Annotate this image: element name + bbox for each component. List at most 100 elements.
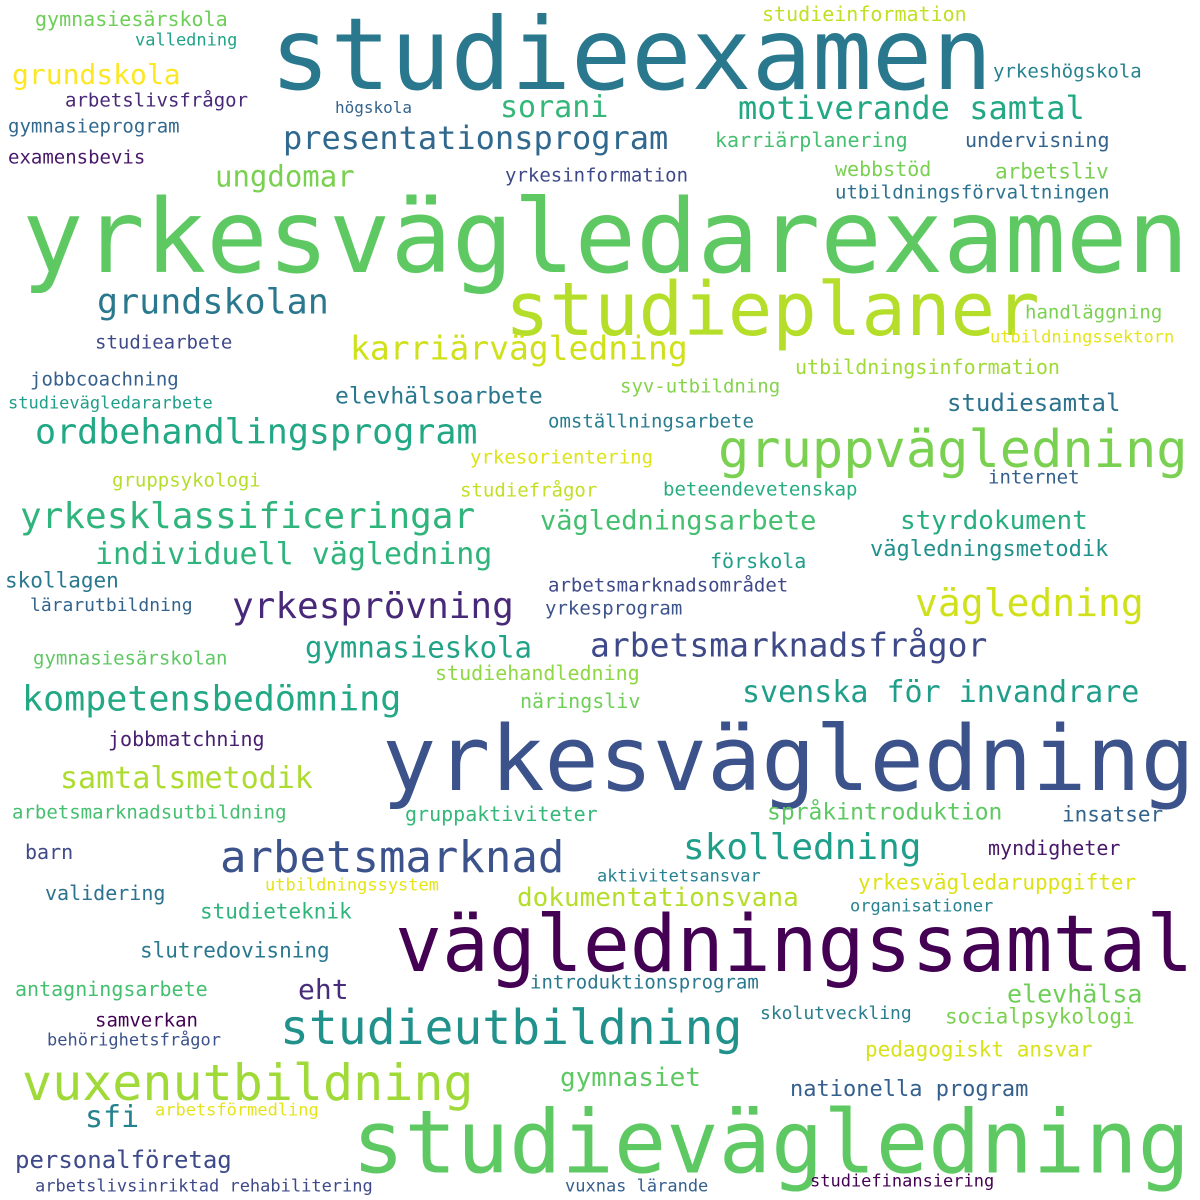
word: arbetsmarknadsutbildning bbox=[12, 801, 287, 824]
word: studieteknik bbox=[200, 899, 352, 924]
word: elevhälsoarbete bbox=[335, 383, 543, 410]
word: slutredovisning bbox=[140, 938, 330, 963]
word: examensbevis bbox=[8, 146, 146, 169]
word: arbetsmarknadsfrågor bbox=[590, 625, 988, 665]
word: yrkeshögskola bbox=[993, 60, 1142, 83]
word: dokumentationsvana bbox=[517, 883, 799, 913]
word: studiefinansiering bbox=[810, 1171, 995, 1192]
word: studiesamtal bbox=[947, 389, 1121, 417]
word: myndigheter bbox=[988, 836, 1121, 860]
word: förskola bbox=[710, 549, 807, 573]
word: studievägledning bbox=[352, 1091, 1191, 1194]
word: studiehandledning bbox=[435, 661, 640, 685]
word: valledning bbox=[135, 30, 238, 51]
word: arbetslivsinriktad rehabilitering bbox=[35, 1176, 373, 1197]
word: skolledning bbox=[683, 827, 922, 868]
word: yrkesprogram bbox=[545, 597, 683, 620]
word: elevhälsa bbox=[1007, 979, 1143, 1009]
word: handläggning bbox=[1025, 301, 1163, 324]
word: vuxenutbildning bbox=[22, 1054, 474, 1112]
word: vägledningsmetodik bbox=[870, 537, 1109, 562]
word: syv-utbildning bbox=[620, 375, 781, 398]
word: sorani bbox=[500, 90, 609, 125]
word: omställningsarbete bbox=[548, 410, 754, 433]
word: vägledningsarbete bbox=[540, 505, 817, 537]
word: studieexamen bbox=[270, 0, 993, 113]
word: språkintroduktion bbox=[767, 799, 1003, 826]
word: gymnasiesärskola bbox=[35, 7, 228, 31]
word: insatser bbox=[1062, 802, 1164, 827]
word: individuell vägledning bbox=[95, 537, 493, 572]
word: samverkan bbox=[95, 1009, 198, 1032]
word: yrkesprövning bbox=[232, 586, 514, 627]
word: yrkesinformation bbox=[505, 164, 689, 187]
word: pedagogiskt ansvar bbox=[865, 1037, 1093, 1062]
word: jobbmatchning bbox=[108, 727, 265, 751]
word: samtalsmetodik bbox=[60, 761, 313, 796]
word: arbetsförmedling bbox=[155, 1100, 319, 1121]
word: utbildningssystem bbox=[265, 875, 439, 896]
word: arbetslivsfrågor bbox=[65, 89, 249, 112]
word: yrkesklassificeringar bbox=[20, 496, 476, 537]
word: nationella program bbox=[790, 1077, 1029, 1102]
word: jobbcoachning bbox=[30, 368, 179, 391]
word: grundskolan bbox=[97, 282, 329, 323]
word: styrdokument bbox=[900, 506, 1088, 536]
word: yrkesvägledarexamen bbox=[22, 178, 1189, 297]
word: socialpsykologi bbox=[945, 1004, 1135, 1029]
word: arbetsmarknadsområdet bbox=[548, 574, 789, 597]
word: karriärvägledning bbox=[350, 328, 688, 368]
word: karriärplanering bbox=[715, 128, 908, 152]
word: studieutbildning bbox=[280, 1000, 743, 1056]
word: studievägledararbete bbox=[8, 393, 213, 414]
word: arbetsliv bbox=[995, 159, 1109, 184]
word: behörighetsfrågor bbox=[47, 1030, 221, 1051]
word: studiefrågor bbox=[460, 479, 598, 502]
word: skolutveckling bbox=[760, 1003, 912, 1024]
word: ungdomar bbox=[215, 159, 355, 194]
word: beteendevetenskap bbox=[663, 478, 858, 501]
word: presentationsprogram bbox=[283, 119, 669, 157]
word: yrkesorientering bbox=[470, 446, 654, 469]
word: gruppsykologi bbox=[112, 469, 261, 492]
word: grundskola bbox=[12, 58, 181, 91]
word: gruppaktiviteter bbox=[405, 802, 598, 826]
word: gymnasieprogram bbox=[8, 115, 180, 138]
word: vuxnas lärande bbox=[565, 1176, 709, 1197]
word: utbildningsinformation bbox=[795, 355, 1060, 379]
word: svenska för invandrare bbox=[742, 675, 1140, 710]
word: studieinformation bbox=[762, 2, 967, 26]
word: barn bbox=[25, 840, 74, 864]
word: skollagen bbox=[5, 568, 119, 593]
word: gymnasiesärskolan bbox=[33, 647, 228, 670]
word: vägledning bbox=[915, 581, 1144, 625]
word: utbildningssektorn bbox=[990, 327, 1175, 348]
word: sfi bbox=[85, 1100, 140, 1135]
word: introduktionsprogram bbox=[530, 971, 759, 994]
word: motiverande samtal bbox=[738, 89, 1085, 127]
word: undervisning bbox=[965, 128, 1110, 152]
word: webbstöd bbox=[835, 157, 932, 181]
word: näringsliv bbox=[520, 689, 641, 713]
word: gymnasieskola bbox=[305, 630, 532, 665]
word: lärarutbildning bbox=[30, 595, 193, 616]
word: antagningsarbete bbox=[15, 977, 208, 1001]
word: eht bbox=[298, 973, 349, 1006]
word: gymnasiet bbox=[560, 1063, 701, 1093]
word: utbildningsförvaltningen bbox=[835, 181, 1110, 204]
word: yrkesvägledaruppgifter bbox=[858, 870, 1137, 895]
word: studiearbete bbox=[95, 331, 233, 354]
word: ordbehandlingsprogram bbox=[35, 412, 478, 453]
word: kompetensbedömning bbox=[22, 679, 402, 720]
word: gruppvägledning bbox=[718, 420, 1188, 480]
word: arbetsmarknad bbox=[220, 832, 565, 883]
word: yrkesvägledning bbox=[382, 707, 1195, 812]
word: internet bbox=[988, 466, 1080, 489]
word: validering bbox=[45, 881, 166, 905]
word: studieplaner bbox=[505, 267, 1040, 353]
word: personalföretag bbox=[15, 1146, 232, 1174]
word: aktivitetsansvar bbox=[597, 866, 761, 887]
word: vägledningssamtal bbox=[395, 900, 1194, 990]
word: högskola bbox=[335, 98, 413, 117]
word: organisationer bbox=[850, 896, 994, 917]
